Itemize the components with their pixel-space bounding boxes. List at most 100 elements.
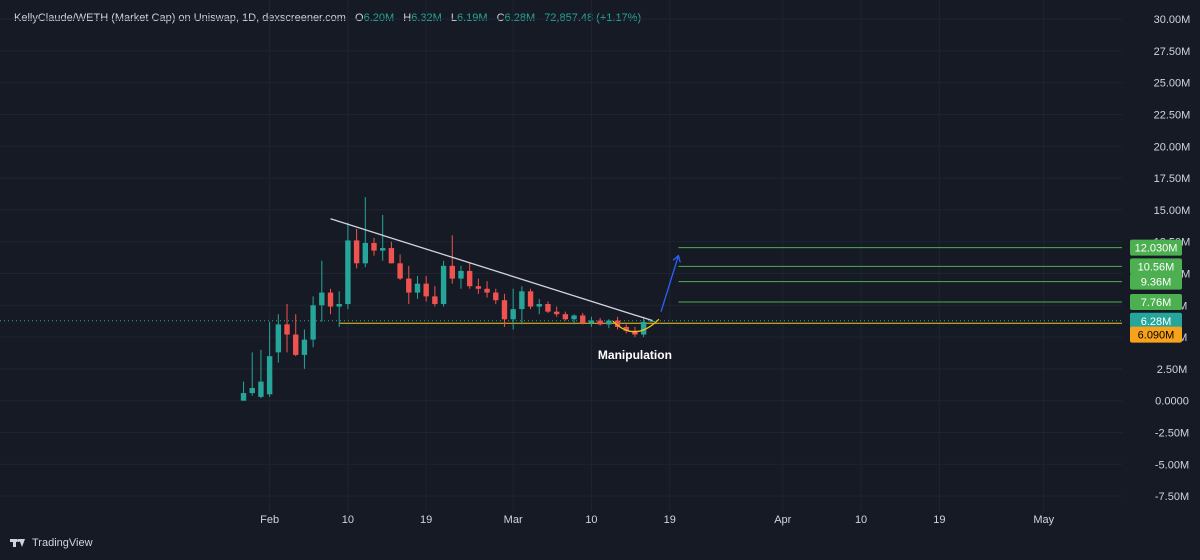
y-axis-tick-label: 30.00M [1154,14,1191,26]
candle-up [536,304,542,307]
x-axis-tick-label: 19 [420,514,432,526]
candle-down [545,304,551,312]
candle-up [588,320,595,324]
candle-down [327,292,334,307]
descending-trendline [330,218,653,322]
candle-down [466,270,473,287]
candle-up [275,324,282,353]
candle-down [527,291,534,307]
x-axis-tick-label: 19 [664,514,676,526]
candle-down [397,263,403,279]
candle-down [562,314,569,320]
candle-up [414,283,421,293]
candle-up [510,309,516,320]
candle-up [571,315,577,320]
candle-down [493,292,499,301]
candle-up [440,265,447,305]
y-axis-tick-label: 20.00M [1154,141,1191,153]
candle-up [310,305,316,340]
x-axis-tick-label: 10 [342,514,354,526]
candle-down [484,288,490,293]
support-price-tag: 6.090M [1138,330,1175,342]
close-value: 6.28M [504,12,536,24]
target-price-tag-bg [1130,293,1182,310]
y-axis-tick-label: 25.00M [1154,78,1191,90]
candle-up [301,339,308,355]
candle-down [449,265,455,279]
projection-arrow-head [672,254,681,263]
candle-down [501,300,508,320]
target-price-tag: 10.56M [1138,261,1175,273]
candle-down [423,283,429,297]
brand-name: TradingView [32,537,93,549]
candle-down [353,240,360,264]
y-axis-tick-label: 2.50M [1157,364,1188,376]
y-axis-tick-label: 17.50M [1154,173,1191,185]
target-price-tag: 12.030M [1135,243,1178,255]
symbol-title[interactable]: KellyClaude/WETH (Market Cap) on Uniswap… [14,12,346,24]
target-price-tag: 9.36M [1141,277,1172,289]
low-label: L [450,12,457,24]
chart-header: KellyClaude/WETH (Market Cap) on Uniswap… [14,8,641,28]
candle-down [614,320,621,327]
y-axis-tick-label: 22.50M [1154,109,1191,121]
candle-up [258,381,264,397]
open-value: 6.20M [363,12,395,24]
candle-down [623,326,629,331]
x-axis-tick-label: Mar [504,514,523,526]
target-price-tag-bg [1130,258,1182,275]
candle-up [336,304,342,307]
candle-down [406,278,412,293]
candle-up [240,393,247,401]
y-axis-tick-label: -2.50M [1155,427,1189,439]
candle-up [319,292,325,306]
manipulation-arc [612,318,660,333]
candle-up [380,248,386,251]
candle-up [345,240,351,305]
y-axis-tick-label: -5.00M [1155,459,1189,471]
low-value: 6.19M [456,12,488,24]
high-label: H [403,12,412,24]
candle-up [649,320,656,322]
current-price-tag: 6.28M [1141,316,1172,328]
candle-down [388,248,395,264]
projection-arrow-line [660,255,680,312]
x-axis-tick-label: 10 [585,514,597,526]
open-label: O [355,12,364,24]
candle-down [553,311,560,315]
candle-down [475,286,482,289]
y-axis-tick-label: 15.00M [1154,205,1191,217]
close-label: C [496,12,505,24]
candle-up [519,291,525,310]
candle-down [597,320,603,325]
y-axis-tick-label: 0.0000 [1155,396,1189,408]
candle-up [606,320,612,325]
candle-down [284,324,290,335]
candle-up [458,270,464,279]
manipulation-annotation: Manipulation [598,348,672,362]
candle-down [632,330,638,335]
target-price-tag: 7.76M [1141,297,1172,309]
candle-up [640,321,647,335]
candle-up [249,387,255,394]
candle-down [580,315,586,324]
y-axis-tick-label: -7.50M [1155,491,1189,503]
candle-down [432,296,438,305]
tradingview-branding[interactable]: TradingView [10,534,93,552]
y-axis-tick-label: 27.50M [1154,46,1191,58]
x-axis-tick-label: May [1033,514,1054,526]
change-value: 72,857.48 (+1.17%) [544,12,642,24]
tradingview-logo-icon [10,538,26,548]
candle-up [362,242,368,264]
x-axis-tick-label: Feb [260,514,279,526]
target-price-tag-bg [1130,273,1182,290]
x-axis-tick-label: 19 [933,514,945,526]
x-axis-tick-label: Apr [774,514,791,526]
current-price-tag-bg [1130,312,1182,329]
target-price-tag-bg [1130,239,1182,256]
candle-up [266,356,273,395]
candle-down [371,242,377,251]
x-axis-tick-label: 10 [855,514,867,526]
candle-down [293,334,299,355]
